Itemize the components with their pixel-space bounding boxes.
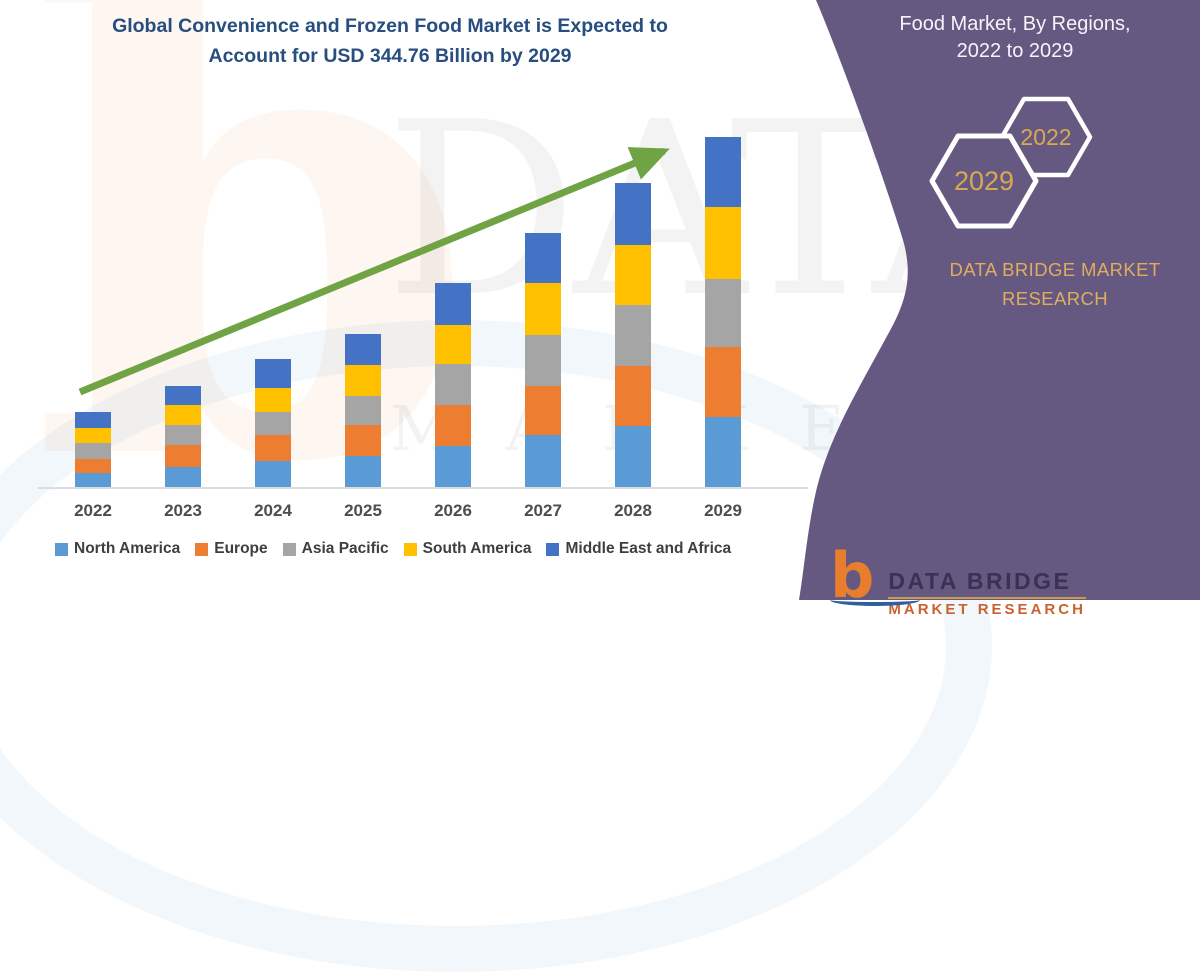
legend-label: Europe (214, 540, 268, 557)
legend-marker-icon (282, 542, 296, 556)
legend-label: Asia Pacific (301, 540, 389, 557)
bar-segment-2029-north-america (705, 417, 741, 487)
bar-segment-2023-asia-pacific (165, 425, 201, 446)
sidebar-brand-line1: DATA BRIDGE MARKET (949, 259, 1161, 280)
x-axis-label-2025: 2025 (344, 501, 382, 520)
hexagon-2022 (999, 96, 1093, 178)
sidebar-heading-line2: 2022 to 2029 (956, 40, 1074, 62)
x-axis-label-2027: 2027 (524, 501, 562, 520)
sidebar-heading: Food Market, By Regions, 2022 to 2029 (858, 11, 1172, 65)
bar-segment-2022-north-america (75, 472, 111, 487)
bar-segment-2025-europe (345, 425, 381, 456)
bar-segment-2027-middle-east-and-africa (525, 233, 561, 284)
legend-label: Middle East and Africa (565, 540, 732, 557)
bar-segment-2022-europe (75, 458, 111, 473)
sidebar-heading-line1: Food Market, By Regions, (899, 13, 1131, 35)
hexagon-label-2022: 2022 (1020, 124, 1071, 150)
sidebar-brand-line2: RESEARCH (1002, 288, 1108, 309)
bar-segment-2022-south-america (75, 428, 111, 444)
footer-logo-swoosh-icon (830, 594, 920, 606)
legend-item-south-america: South America (403, 540, 532, 558)
bar-segment-2026-europe (435, 404, 471, 447)
bar-segment-2023-middle-east-and-africa (165, 385, 201, 405)
plot-area: 2022 2023 2024 2025 2026 2027 2028 2029 (0, 0, 840, 600)
legend: North America Europe Asia Pacific South Ame… (55, 540, 731, 558)
footer-logo: b DATA BRIDGE MARKET RESEARCH (830, 539, 1086, 618)
bar-segment-2029-asia-pacific (705, 279, 741, 347)
legend-item-europe: Europe (195, 540, 268, 558)
bar-segment-2024-europe (255, 435, 291, 461)
bar-segment-2029-middle-east-and-africa (705, 137, 741, 207)
bar-segment-2028-south-america (615, 244, 651, 306)
bar-segment-2023-south-america (165, 404, 201, 426)
x-axis-label-2023: 2023 (164, 501, 202, 520)
x-axis-label-2024: 2024 (254, 501, 292, 520)
x-axis-baseline (38, 487, 808, 489)
legend-marker-icon (403, 542, 417, 556)
hexagon-label-2029: 2029 (954, 166, 1014, 196)
legend-item-north-america: North America (55, 540, 180, 558)
bar-segment-2029-europe (705, 347, 741, 417)
bar-segment-2028-middle-east-and-africa (615, 182, 651, 245)
bar-segment-2027-europe (525, 385, 561, 436)
footer-brand-subtitle: MARKET RESEARCH (888, 601, 1086, 618)
bar-segment-2028-asia-pacific (615, 305, 651, 367)
legend-label: South America (422, 540, 532, 557)
bar-segment-2026-asia-pacific (435, 364, 471, 405)
bar-segment-2025-south-america (345, 365, 381, 396)
legend-marker-icon (55, 542, 68, 556)
bar-segment-2024-south-america (255, 387, 291, 412)
bar-segment-2026-south-america (435, 324, 471, 365)
x-axis-label-2029: 2029 (704, 501, 742, 520)
x-axis-label-2026: 2026 (434, 501, 472, 520)
bar-segment-2028-north-america (615, 426, 651, 487)
bar-segment-2026-north-america (435, 446, 471, 487)
legend-marker-icon (195, 542, 209, 556)
legend-item-asia-pacific: Asia Pacific (282, 540, 389, 558)
bar-segment-2027-north-america (525, 435, 561, 487)
bar-segment-2027-south-america (525, 283, 561, 335)
legend-marker-icon (546, 542, 560, 556)
footer-logo-b-icon: b (830, 539, 875, 612)
bar-segment-2022-asia-pacific (75, 443, 111, 459)
legend-label: North America (74, 540, 181, 557)
bar-segment-2025-middle-east-and-africa (345, 333, 381, 366)
bar-segment-2027-asia-pacific (525, 334, 561, 386)
sidebar-brand-text: DATA BRIDGE MARKET RESEARCH (905, 255, 1200, 313)
footer-brand-text: DATA BRIDGE (888, 568, 1086, 599)
bar-segment-2026-middle-east-and-africa (435, 283, 471, 325)
bar-segment-2025-north-america (345, 455, 381, 487)
bar-segment-2022-middle-east-and-africa (75, 411, 111, 429)
x-axis-label-2028: 2028 (614, 501, 652, 520)
legend-item-middle-east-and-africa: Middle East and Africa (546, 540, 731, 558)
chart-title: Global Convenience and Frozen Food Marke… (0, 11, 780, 71)
bar-segment-2024-middle-east-and-africa (255, 359, 291, 388)
bar-segment-2024-north-america (255, 460, 291, 487)
bar-segment-2025-asia-pacific (345, 395, 381, 426)
bar-segment-2023-north-america (165, 466, 201, 487)
chart-title-line1: Global Convenience and Frozen Food Marke… (112, 15, 668, 37)
bar-segment-2023-europe (165, 445, 201, 467)
x-axis-label-2022: 2022 (74, 501, 112, 520)
chart-title-line2: Account for USD 344.76 Billion by 2029 (208, 45, 572, 67)
bar-segment-2024-asia-pacific (255, 411, 291, 436)
bar-segment-2028-europe (615, 366, 651, 427)
hexagon-2029 (929, 133, 1039, 229)
bar-segment-2029-south-america (705, 207, 741, 280)
